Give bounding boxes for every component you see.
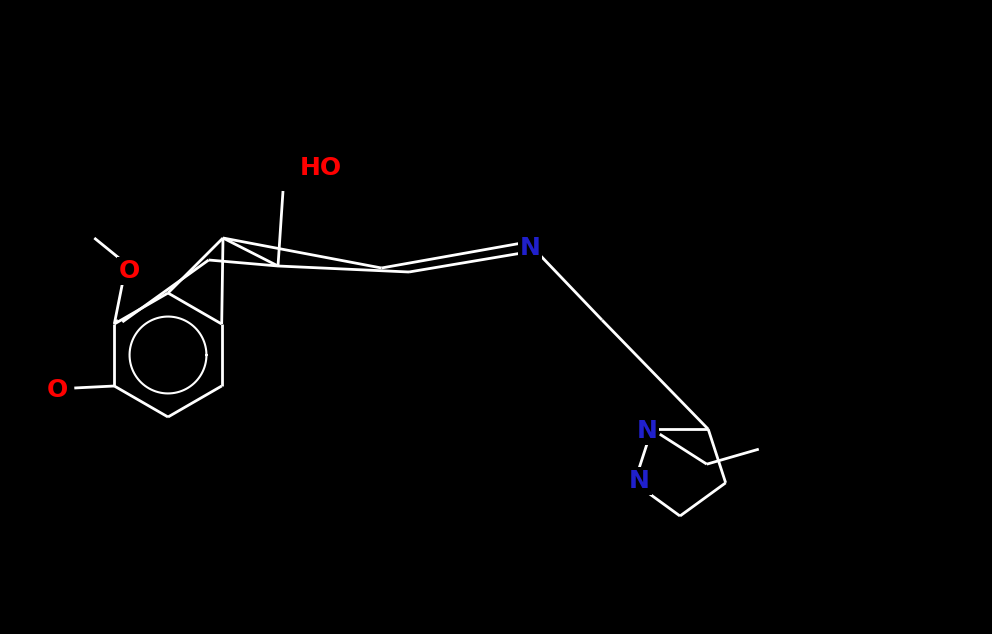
Text: N: N bbox=[520, 236, 541, 260]
Text: N: N bbox=[629, 469, 650, 493]
Text: O: O bbox=[119, 259, 140, 283]
Text: N: N bbox=[636, 419, 658, 443]
Text: HO: HO bbox=[300, 156, 342, 180]
Text: O: O bbox=[47, 378, 67, 402]
